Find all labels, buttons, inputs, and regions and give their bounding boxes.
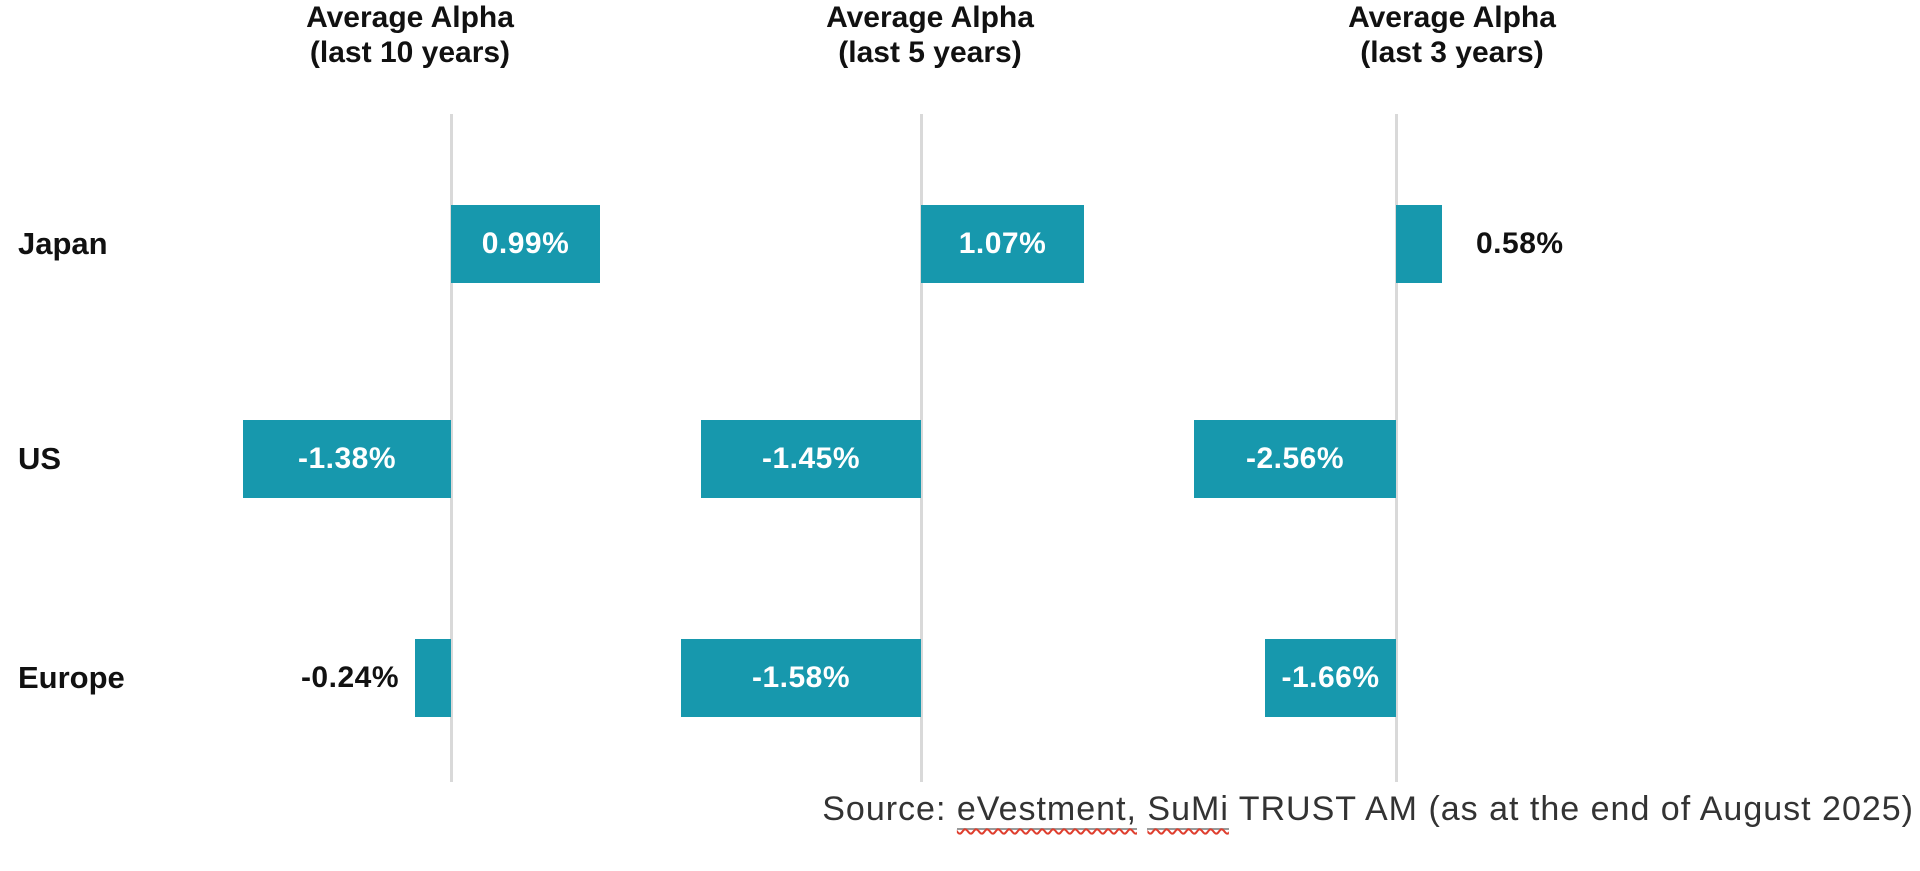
zero-axis-line-panel-2 bbox=[1395, 114, 1398, 782]
bar-panel2-japan bbox=[1396, 205, 1442, 283]
category-label-us: US bbox=[18, 441, 62, 476]
source-text: Source: bbox=[822, 790, 957, 828]
bar-panel2-us: -2.56% bbox=[1194, 420, 1396, 498]
panel-title-1: Average Alpha (last 5 years) bbox=[670, 0, 1190, 70]
source-note: Source: eVestment, SuMi TRUST AM (as at … bbox=[822, 790, 1914, 830]
value-label-panel2-us: -2.56% bbox=[1245, 442, 1345, 475]
value-label-panel1-europe: -1.58% bbox=[751, 661, 851, 694]
panel-title-line2: (last 10 years) bbox=[309, 36, 511, 69]
panel-title-line2: (last 3 years) bbox=[1360, 36, 1544, 69]
bar-panel1-japan: 1.07% bbox=[921, 205, 1084, 283]
source-text: TRUST AM (as at the end of August 2025) bbox=[1228, 790, 1914, 828]
bar-panel0-us: -1.38% bbox=[243, 420, 451, 498]
bar-panel0-japan: 0.99% bbox=[451, 205, 600, 283]
value-label-panel0-japan: 0.99% bbox=[481, 227, 570, 260]
value-label-panel1-japan: 1.07% bbox=[958, 227, 1047, 260]
source-word-spellchecked: eVestment, bbox=[956, 790, 1137, 830]
panel-title-line2: (last 5 years) bbox=[838, 36, 1022, 69]
category-label-japan: Japan bbox=[18, 226, 108, 261]
zero-axis-line-panel-0 bbox=[450, 114, 453, 782]
panel-title-0: Average Alpha (last 10 years) bbox=[150, 0, 670, 70]
value-label-panel2-europe: -1.66% bbox=[1281, 661, 1380, 694]
category-label-europe: Europe bbox=[18, 660, 125, 695]
bar-panel0-europe bbox=[415, 639, 451, 717]
source-word-spellchecked: SuMi bbox=[1147, 790, 1229, 830]
bar-panel1-europe: -1.58% bbox=[681, 639, 921, 717]
panel-title-line1: Average Alpha bbox=[306, 1, 514, 34]
value-label-panel1-us: -1.45% bbox=[761, 442, 861, 475]
panel-title-2: Average Alpha (last 3 years) bbox=[1192, 0, 1712, 70]
panel-title-line1: Average Alpha bbox=[826, 1, 1034, 34]
value-label-panel0-europe: -0.24% bbox=[300, 661, 399, 694]
bar-panel2-europe: -1.66% bbox=[1265, 639, 1396, 717]
panel-title-line1: Average Alpha bbox=[1348, 1, 1556, 34]
source-text bbox=[1137, 790, 1147, 828]
bar-panel1-us: -1.45% bbox=[701, 420, 921, 498]
value-label-panel2-japan: 0.58% bbox=[1476, 227, 1564, 260]
value-label-panel0-us: -1.38% bbox=[297, 442, 397, 475]
zero-axis-line-panel-1 bbox=[920, 114, 923, 782]
